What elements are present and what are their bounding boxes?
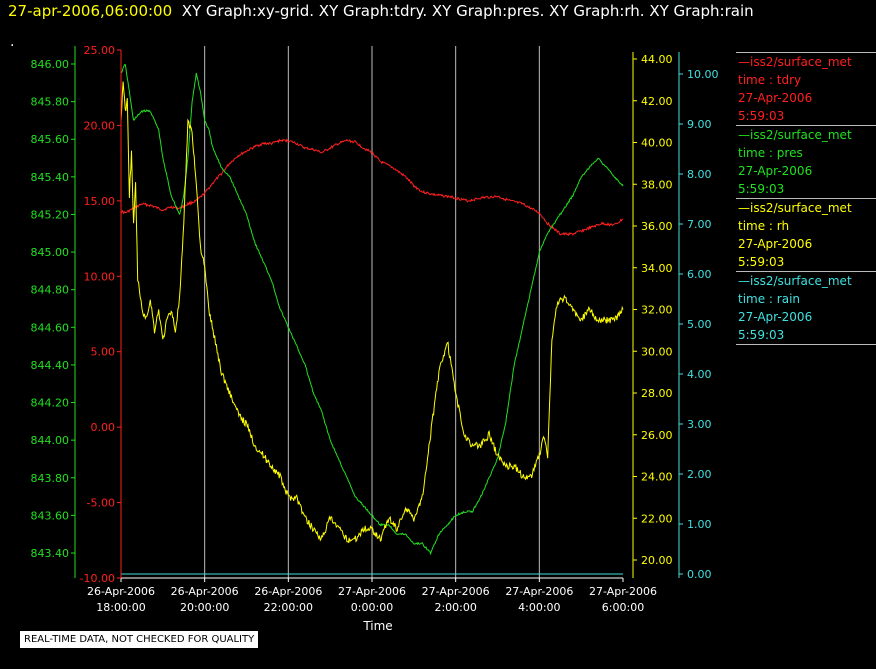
legend-date: 27-Apr-2006 <box>738 164 813 178</box>
pres-y-tick-label: 846.00 <box>31 58 70 71</box>
tdry-y-tick-label: -5.00 <box>87 497 115 510</box>
rh-y-tick-label: 42.00 <box>641 95 673 108</box>
legend-field: time : rh <box>738 219 790 233</box>
rh-y-tick-label: 34.00 <box>641 262 673 275</box>
rain-y-tick-label: 7.00 <box>687 218 712 231</box>
x-tick-time: 4:00:00 <box>518 601 560 614</box>
pres-y-tick-label: 844.80 <box>31 284 70 297</box>
legend-series-name: —iss2/surface_met <box>738 55 852 69</box>
legend-series-name: —iss2/surface_met <box>738 201 852 215</box>
legend-bottom-rule <box>736 344 876 345</box>
x-tick-date: 27-Apr-2006 <box>589 585 657 598</box>
legend-series-name: —iss2/surface_met <box>738 128 852 142</box>
rain-y-tick-label: 5.00 <box>687 318 712 331</box>
graph-list: XY Graph:xy-grid. XY Graph:tdry. XY Grap… <box>181 2 754 20</box>
pres-y-tick-label: 845.00 <box>31 246 70 259</box>
axes: 26-Apr-2006 18:00:00 26-Apr-2006 20:00:00 26… <box>31 44 719 614</box>
pres-y-tick-label: 843.80 <box>31 472 70 485</box>
x-tick-time: 18:00:00 <box>96 601 145 614</box>
legend-field: time : rain <box>738 292 801 306</box>
rh-y-tick-label: 22.00 <box>641 512 673 525</box>
quality-notice: REAL-TIME DATA, NOT CHECKED FOR QUALITY <box>20 631 259 648</box>
rain-y-tick-label: 2.00 <box>687 468 712 481</box>
rh-y-tick-label: 40.00 <box>641 137 673 150</box>
x-tick-time: 20:00:00 <box>180 601 229 614</box>
x-tick-time: 0:00:00 <box>351 601 393 614</box>
rh-y-tick-label: 20.00 <box>641 554 673 567</box>
legend-field: time : tdry <box>738 73 802 87</box>
legend: —iss2/surface_met time : tdry 27-Apr-2006 5… <box>736 52 876 345</box>
x-tick-date: 27-Apr-2006 <box>505 585 573 598</box>
tdry-y-tick-label: 15.00 <box>84 195 116 208</box>
rain-y-tick-label: 9.00 <box>687 118 712 131</box>
tdry-y-tick-label: 20.00 <box>84 119 116 132</box>
rh-y-tick-label: 38.00 <box>641 178 673 191</box>
x-tick-time: 6:00:00 <box>602 601 644 614</box>
window-title: 27-apr-2006,06:00:00 XY Graph:xy-grid. X… <box>8 2 754 20</box>
x-tick-date: 26-Apr-2006 <box>171 585 239 598</box>
pres-y-tick-label: 843.40 <box>31 547 70 560</box>
rh-y-tick-label: 30.00 <box>641 345 673 358</box>
x-tick-date: 26-Apr-2006 <box>87 585 155 598</box>
rain-y-tick-label: 4.00 <box>687 368 712 381</box>
x-tick-time: 22:00:00 <box>264 601 313 614</box>
rh-y-tick-label: 28.00 <box>641 387 673 400</box>
pres-y-tick-label: 845.40 <box>31 171 70 184</box>
legend-series-name: —iss2/surface_met <box>738 274 852 288</box>
rain-y-tick-label: 3.00 <box>687 418 712 431</box>
rain-y-tick-label: 1.00 <box>687 518 712 531</box>
tdry-y-tick-label: -10.00 <box>80 572 115 585</box>
tdry-y-tick-label: 5.00 <box>91 346 116 359</box>
pres-y-tick-label: 845.60 <box>31 133 70 146</box>
x-tick-time: 2:00:00 <box>434 601 476 614</box>
rain-y-tick-label: 8.00 <box>687 168 712 181</box>
tdry-y-tick-label: 0.00 <box>91 421 116 434</box>
pres-y-tick-label: 844.20 <box>31 397 70 410</box>
rh-y-tick-label: 26.00 <box>641 429 673 442</box>
x-tick-date: 26-Apr-2006 <box>254 585 322 598</box>
timestamp: 27-apr-2006,06:00:00 <box>8 2 173 20</box>
pres-y-tick-label: 843.60 <box>31 509 70 522</box>
rh-y-tick-label: 44.00 <box>641 53 673 66</box>
x-tick-date: 27-Apr-2006 <box>422 585 490 598</box>
x-axis-label: Time <box>362 619 392 633</box>
pres-y-tick-label: 844.00 <box>31 434 70 447</box>
rain-y-tick-label: 0.00 <box>687 568 712 581</box>
legend-date: 27-Apr-2006 <box>738 237 813 251</box>
legend-date: 27-Apr-2006 <box>738 310 813 324</box>
rh-y-tick-label: 24.00 <box>641 471 673 484</box>
pres-y-tick-label: 844.60 <box>31 321 70 334</box>
tdry-series-line <box>120 138 624 237</box>
rain-y-tick-label: 10.00 <box>687 68 719 81</box>
legend-time: 5:59:03 <box>738 255 785 269</box>
series-lines <box>120 63 624 575</box>
legend-time: 5:59:03 <box>738 328 785 342</box>
legend-field: time : pres <box>738 146 803 160</box>
pres-y-tick-label: 845.20 <box>31 208 70 221</box>
rh-y-tick-label: 36.00 <box>641 220 673 233</box>
rain-y-tick-label: 6.00 <box>687 268 712 281</box>
x-tick-date: 27-Apr-2006 <box>338 585 406 598</box>
legend-time: 5:59:03 <box>738 182 785 196</box>
legend-date: 27-Apr-2006 <box>738 91 813 105</box>
pres-y-tick-label: 844.40 <box>31 359 70 372</box>
rh-y-tick-label: 32.00 <box>641 304 673 317</box>
pres-y-tick-label: 845.80 <box>31 96 70 109</box>
pres-series-line <box>120 63 624 556</box>
tdry-y-tick-label: 10.00 <box>84 270 116 283</box>
rh-series-line <box>120 81 624 544</box>
legend-time: 5:59:03 <box>738 109 785 123</box>
tdry-y-tick-label: 25.00 <box>84 44 116 57</box>
grid <box>204 46 540 578</box>
title-dot: . <box>10 34 15 50</box>
